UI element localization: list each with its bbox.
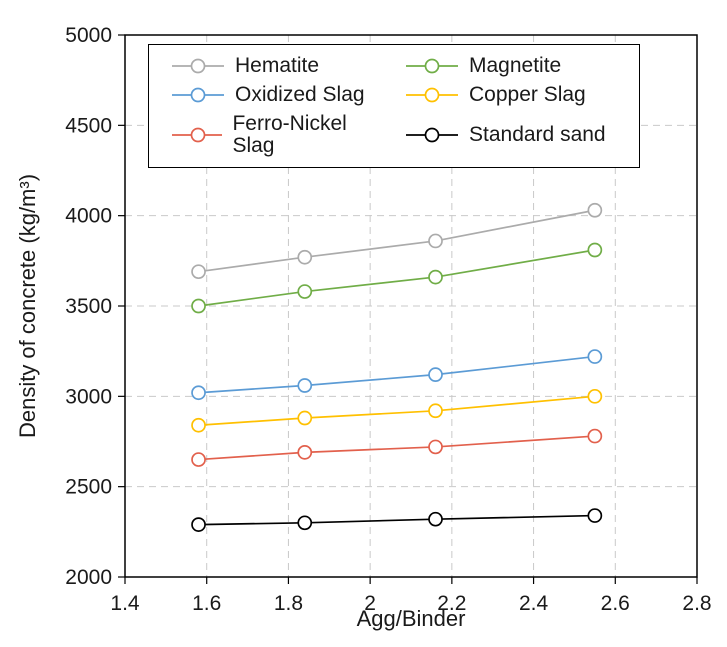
legend-marker-icon — [406, 87, 458, 103]
series-line-copper-slag — [198, 395, 595, 427]
y-tick-label: 3500 — [65, 295, 112, 318]
y-axis-label: Density of concrete (kg/m³) — [15, 173, 40, 439]
legend-item-standard-sand: Standard sand — [405, 113, 621, 157]
data-point-oxidized-slag — [587, 349, 603, 364]
data-point-magnetite — [587, 242, 603, 258]
data-point-hematite — [587, 202, 603, 218]
data-point-copper-slag — [191, 417, 206, 433]
y-tick-label: 5000 — [65, 24, 112, 47]
x-tick-label: 1.6 — [192, 592, 221, 615]
data-point-magnetite — [428, 269, 443, 285]
x-tick-label: 2.4 — [519, 592, 549, 615]
x-tick-label: 2.8 — [682, 592, 711, 615]
data-point-hematite — [191, 264, 206, 280]
data-point-magnetite — [297, 284, 313, 299]
data-point-hematite — [297, 249, 313, 265]
data-point-standard-sand — [297, 515, 313, 531]
legend-label: Oxidized Slag — [235, 83, 365, 106]
data-point-magnetite — [191, 298, 206, 314]
legend-item-copper-slag: Copper Slag — [405, 84, 621, 106]
legend-item-oxidized-slag: Oxidized Slag — [171, 84, 387, 106]
legend-marker-icon — [172, 58, 224, 74]
series-line-magnetite — [198, 249, 595, 307]
data-point-oxidized-slag — [297, 378, 313, 393]
y-tick-label: 3000 — [65, 385, 112, 408]
legend-marker-icon — [406, 58, 458, 74]
legend-item-hematite: Hematite — [171, 55, 387, 77]
legend-marker-icon — [172, 127, 223, 143]
data-point-hematite — [428, 233, 443, 249]
legend-item-ferro-nickel-slag: Ferro-Nickel Slag — [171, 113, 387, 157]
y-tick-label: 4000 — [65, 205, 112, 228]
data-point-standard-sand — [191, 517, 206, 532]
data-point-ferro-nickel-slag — [191, 452, 206, 467]
data-point-copper-slag — [428, 403, 443, 419]
legend-label: Standard sand — [469, 123, 606, 146]
data-point-oxidized-slag — [428, 367, 443, 383]
legend-label: Ferro-Nickel Slag — [232, 112, 347, 157]
x-tick-label: 1.4 — [110, 592, 140, 615]
data-point-ferro-nickel-slag — [587, 428, 603, 444]
series-line-standard-sand — [198, 514, 595, 526]
data-point-standard-sand — [587, 508, 603, 523]
legend-item-magnetite: Magnetite — [405, 55, 621, 77]
data-point-oxidized-slag — [191, 385, 206, 401]
data-point-standard-sand — [428, 511, 443, 527]
legend-label: Hematite — [235, 54, 320, 77]
series-line-ferro-nickel-slag — [198, 435, 595, 461]
data-point-ferro-nickel-slag — [428, 439, 443, 455]
x-tick-label: 2 — [364, 592, 376, 615]
x-tick-label: 2.2 — [437, 592, 466, 615]
legend-label: Copper Slag — [469, 83, 586, 106]
series-line-hematite — [198, 209, 596, 273]
series-line-oxidized-slag — [198, 355, 595, 394]
legend-marker-icon — [172, 87, 224, 103]
legend-marker-icon — [406, 127, 458, 143]
legend-label: Magnetite — [469, 54, 562, 77]
data-point-copper-slag — [297, 410, 313, 426]
y-tick-label: 4500 — [65, 114, 112, 137]
y-tick-label: 2000 — [65, 566, 112, 589]
chart-legend: Hematite Magnetite Oxidized Slag Copper Sla… — [148, 44, 640, 168]
plot-border — [124, 34, 698, 578]
data-point-copper-slag — [587, 388, 603, 404]
data-point-ferro-nickel-slag — [297, 444, 313, 460]
x-tick-label: 1.8 — [274, 592, 303, 615]
x-axis-label: Agg/Binder — [356, 606, 466, 631]
y-tick-label: 2500 — [65, 476, 112, 499]
x-tick-label: 2.6 — [601, 592, 630, 615]
